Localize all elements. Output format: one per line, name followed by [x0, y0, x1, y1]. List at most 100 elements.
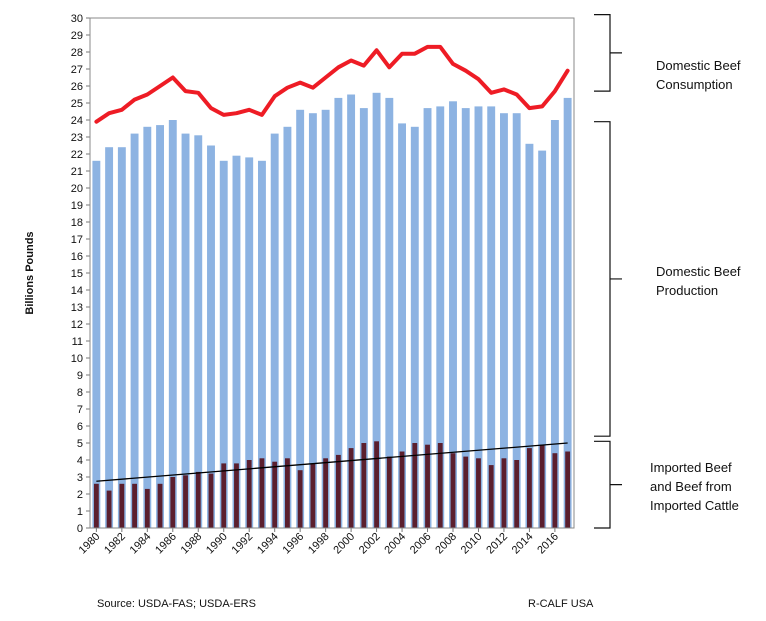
production-bar — [92, 160, 101, 529]
y-tick-label: 3 — [77, 472, 83, 484]
import-bar — [106, 490, 112, 528]
import-bar — [539, 444, 545, 528]
import-bar — [93, 483, 99, 528]
import-bar — [399, 451, 405, 528]
production-bar — [461, 108, 470, 528]
x-tick-label: 2008 — [433, 531, 459, 557]
production-bar — [449, 101, 457, 529]
production-bar — [257, 160, 266, 529]
production-bar — [525, 143, 534, 529]
x-tick-label: 1982 — [102, 531, 128, 557]
series-lines — [94, 44, 570, 482]
x-tick-label: 2004 — [382, 531, 408, 557]
import-bar — [514, 460, 520, 528]
y-tick-label: 24 — [71, 115, 83, 127]
import-trend-line — [96, 442, 568, 482]
production-bar — [270, 133, 279, 528]
production-bar — [347, 94, 356, 528]
import-bar — [246, 460, 252, 528]
import-bar — [208, 473, 214, 528]
import-bar — [132, 483, 137, 528]
import-bar — [183, 475, 188, 528]
y-tick-label: 1 — [77, 506, 83, 518]
x-axis: 1980 1982 1984 1986 1988 1990 1992 1994 1996 1998… — [77, 528, 561, 556]
import-bar — [501, 458, 507, 528]
annotation-text: Imported Beef and Beef from Imported Cattl… — [650, 460, 739, 513]
y-axis: 0123456789101112131415161718192021222324… — [71, 13, 90, 535]
annotation-line: Consumption — [656, 77, 733, 92]
production-bar — [117, 147, 126, 528]
y-tick-label: 18 — [71, 217, 83, 229]
y-tick-label: 30 — [71, 13, 83, 25]
y-tick-label: 27 — [71, 64, 83, 76]
import-bar — [527, 448, 532, 528]
source-note: Source: USDA-FAS; USDA-ERS — [97, 598, 256, 610]
y-tick-label: 10 — [71, 353, 83, 365]
y-tick-label: 2 — [77, 489, 83, 501]
x-tick-label: 1984 — [128, 531, 154, 557]
production-bar — [232, 155, 241, 528]
y-tick-label: 26 — [71, 81, 83, 93]
production-bar — [156, 125, 165, 528]
annotation-line: Domestic Beef — [656, 58, 741, 73]
annotation-bracket — [594, 121, 622, 437]
import-bar — [437, 443, 443, 528]
import-bar — [348, 448, 354, 528]
x-tick-label: 2002 — [357, 531, 383, 557]
production-bar — [283, 126, 292, 529]
y-tick-label: 15 — [71, 268, 83, 280]
y-tick-label: 28 — [71, 47, 83, 59]
y-tick-label: 14 — [71, 285, 83, 297]
import-bar — [425, 444, 430, 528]
production-bar — [499, 113, 508, 528]
production-bar — [474, 106, 483, 529]
production-bar — [308, 113, 317, 528]
x-tick-label: 2014 — [510, 531, 536, 557]
production-bar — [130, 133, 139, 528]
y-axis-label: Billions Pounds — [24, 231, 36, 314]
annotations: Domestic Beef Consumption Domestic Beef Pro… — [650, 58, 741, 513]
y-tick-label: 7 — [77, 404, 83, 416]
production-bar — [423, 108, 432, 528]
import-bar — [259, 458, 265, 528]
production-bar — [321, 109, 330, 529]
annotation-line: Imported Cattle — [650, 498, 739, 513]
x-tick-label: 2012 — [484, 531, 510, 557]
x-tick-label: 1990 — [204, 531, 230, 557]
import-bar — [488, 465, 494, 528]
y-tick-label: 19 — [71, 200, 83, 212]
import-bar — [463, 456, 469, 528]
production-bar — [105, 147, 114, 528]
import-bar — [157, 483, 163, 528]
import-bar — [552, 453, 558, 528]
production-bar — [334, 97, 343, 529]
y-tick-label: 9 — [77, 370, 83, 382]
y-tick-label: 17 — [71, 234, 83, 246]
production-bar — [296, 109, 305, 529]
y-tick-label: 16 — [71, 251, 83, 263]
import-bar — [310, 463, 316, 528]
import-bar — [412, 443, 418, 528]
import-bar — [374, 441, 379, 528]
production-bar — [436, 106, 445, 529]
production-bar — [143, 126, 152, 529]
y-tick-label: 13 — [71, 302, 83, 314]
x-tick-label: 1994 — [255, 531, 281, 557]
annotation-brackets — [594, 14, 622, 529]
production-bar — [219, 160, 228, 529]
production-bar — [550, 120, 559, 528]
production-bar — [245, 157, 254, 528]
annotation-line: and Beef from — [650, 479, 732, 494]
y-tick-label: 21 — [71, 166, 83, 178]
y-tick-label: 22 — [71, 149, 83, 161]
y-tick-label: 4 — [77, 455, 83, 467]
import-bar — [476, 458, 481, 528]
production-bar — [194, 135, 203, 529]
import-bar — [297, 470, 303, 528]
y-tick-label: 8 — [77, 387, 83, 399]
y-tick-label: 23 — [71, 132, 83, 144]
import-bar — [221, 463, 227, 528]
consumption-line — [94, 44, 570, 124]
import-bar — [195, 471, 201, 528]
